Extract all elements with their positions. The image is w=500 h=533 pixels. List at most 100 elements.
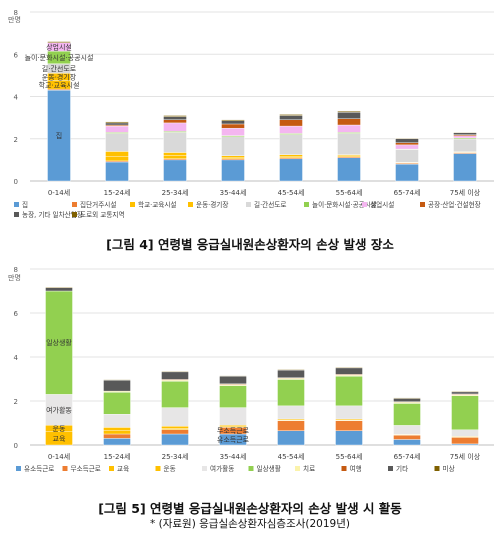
y-tick-label: 8 [14,9,18,17]
x-tick-label: 65-74세 [394,452,421,461]
x-tick-label: 25-34세 [162,188,189,197]
x-tick-label: 75세 이상 [450,452,481,461]
bar-segment [393,398,421,402]
bar-data-label: 여가활동 [46,405,72,414]
bar-data-label: 교육 [53,435,66,443]
bar-segment [393,403,421,426]
bar-segment [105,161,129,182]
bar-segment [393,397,421,399]
source-note: * (자료원) 응급실손상환자심층조사(2019년) [150,518,350,530]
x-tick-label: 35-44세 [220,452,247,461]
bar-segment [161,371,189,373]
bar-segment [279,115,303,120]
bar-segment [221,127,245,136]
bar-segment [395,144,419,150]
bar-segment [335,430,363,446]
y-tick-label: 4 [14,354,19,362]
x-tick-label: 75세 이상 [450,188,481,197]
bar-data-label: 상업시설 [46,42,72,51]
legend-swatch [155,466,161,471]
x-tick-label: 0-14세 [48,188,70,197]
bar-segment [103,379,131,392]
legend-label: 공장·산업·건설현장 [428,200,481,209]
bar-data-label: 집 [56,131,62,140]
bar-segment [221,119,245,121]
bar-segment [395,163,419,182]
x-tick-label: 35-44세 [220,188,247,197]
legend-swatch [388,466,393,471]
bar-segment [393,425,421,435]
bar-segment [219,385,247,408]
legend-label: 미상 [443,464,455,473]
legend-label: 운동·경기장 [196,200,228,209]
legend-label: 일상생활 [257,464,281,473]
bar-segment [221,136,245,156]
y-tick-label: 6 [14,310,19,318]
bar-segment [335,375,363,407]
legend-swatch [246,202,251,207]
bar-segment [103,392,131,415]
bar-segment [105,151,129,157]
bar-segment [277,379,305,407]
bar-segment [337,111,361,113]
figure-4-caption: [그림 4] 연령별 응급실내원손상환자의 손상 발생 장소 [106,237,394,252]
bar-segment [219,407,247,426]
legend-swatch [14,212,19,217]
bar-segment [105,122,129,126]
legend-swatch [420,202,425,207]
bar-data-label: 운동·경기장 [42,72,77,81]
bar-segment [163,155,187,160]
bar-segment [277,405,305,420]
bar-segment [163,132,187,153]
y-axis-unit: 만명 [8,273,21,282]
bar-data-label: 놀이·문화시설·공공시설 [25,53,94,62]
legend-label: 길·간선도로 [254,200,286,209]
legend-label: 농장, 기타 일차산업장 [22,210,83,219]
bar-segment [161,429,189,435]
bar-segment [161,407,189,427]
legend-swatch [62,466,68,471]
bar-segment [395,142,419,146]
legend-swatch [14,202,19,207]
bar-segment [337,118,361,126]
bar-segment [393,439,421,446]
legend-label: 도로외 교통지역 [80,210,125,219]
bar-segment [277,369,305,378]
bar-segment [163,116,187,120]
legend-swatch [248,466,254,471]
bar-segment [163,152,187,156]
bar-segment [221,123,245,129]
bar-segment [337,112,361,119]
legend-label: 집 [22,201,28,209]
bar-segment [161,426,189,429]
y-axis-unit: 만명 [8,15,21,24]
legend-label: 치료 [303,464,315,473]
y-tick-label: 2 [14,398,18,406]
legend-label: 유소득근로 [24,465,54,473]
legend-label: 운동 [164,465,176,473]
bar-segment [221,120,245,125]
bar-segment [161,433,189,446]
bar-segment [45,287,73,292]
bar-segment [105,121,129,124]
x-tick-label: 25-34세 [162,452,189,461]
bar-segment [103,433,131,439]
bar-segment [161,381,189,408]
bar-segment [279,119,303,127]
x-tick-label: 45-54세 [278,452,305,461]
bar-segment [277,420,305,431]
bar-segment [103,438,131,446]
x-tick-label: 0-14세 [48,452,70,461]
chart-injury-place: 02468만명집학교·교육시설운동·경기장길·간선도로놀이·문화시설·공공시설상… [8,9,494,219]
bar-segment [163,159,187,182]
bar-segment [451,391,479,393]
y-tick-label: 2 [14,136,18,144]
bar-segment [221,155,245,158]
bar-segment [335,405,363,420]
bar-data-label: 유소득근로 [217,436,250,444]
legend-label: 학교·교육시설 [138,200,177,209]
bar-segment [395,138,419,143]
bar-segment [395,137,419,139]
bar-segment [453,138,477,152]
bar-segment [451,437,479,445]
